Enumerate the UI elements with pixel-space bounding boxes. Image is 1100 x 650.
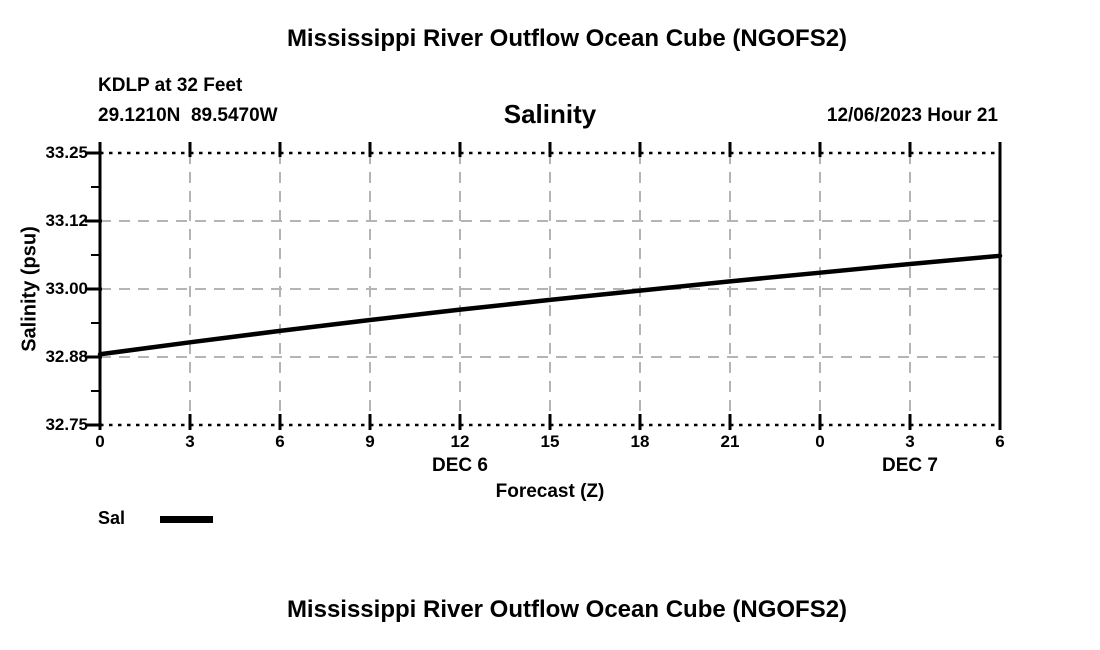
y-tick-label: 32.88 bbox=[45, 347, 88, 366]
forecast-datetime: 12/06/2023 Hour 21 bbox=[826, 105, 998, 126]
x-tick-label: 3 bbox=[185, 432, 195, 451]
x-tick-label: 3 bbox=[905, 432, 915, 451]
x-tick-label: 9 bbox=[365, 432, 375, 451]
y-tick-label: 32.75 bbox=[45, 415, 88, 434]
x-tick-label: 12 bbox=[450, 432, 470, 451]
grid-lines bbox=[100, 153, 1000, 425]
x-axis-title: Forecast (Z) bbox=[495, 481, 605, 502]
y-tick-label: 33.00 bbox=[45, 279, 88, 298]
x-tick-label: 6 bbox=[995, 432, 1005, 451]
x-axis-day-label: DEC 6 bbox=[432, 455, 488, 476]
x-tick-label: 21 bbox=[720, 432, 740, 451]
station-name-depth: KDLP at 32 Feet bbox=[98, 75, 243, 96]
x-axis-day-label: DEC 7 bbox=[882, 455, 938, 476]
legend-line-swatch-icon bbox=[160, 516, 213, 523]
x-tick-label: 0 bbox=[815, 432, 825, 451]
station-coordinates: 29.1210N 89.5470W bbox=[98, 105, 278, 126]
figure-title-top: Mississippi River Outflow Ocean Cube (NG… bbox=[286, 25, 848, 52]
salinity-series-line bbox=[97, 253, 1003, 357]
y-tick-label: 33.12 bbox=[45, 211, 88, 230]
figure-title-bottom: Mississippi River Outflow Ocean Cube (NG… bbox=[286, 596, 848, 623]
sal-data-line bbox=[97, 253, 1003, 357]
x-tick-label: 6 bbox=[275, 432, 285, 451]
x-tick-label: 18 bbox=[630, 432, 650, 451]
legend-label-sal: Sal bbox=[98, 508, 126, 528]
x-tick-label: 0 bbox=[95, 432, 105, 451]
tick-marks bbox=[85, 142, 1002, 430]
y-tick-label: 33.25 bbox=[45, 143, 88, 162]
plot-parameter-title: Salinity bbox=[503, 99, 597, 129]
x-tick-label: 15 bbox=[540, 432, 560, 451]
